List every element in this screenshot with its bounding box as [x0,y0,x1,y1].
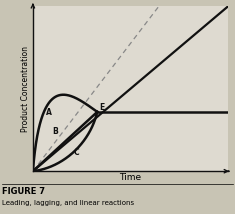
Y-axis label: Product Concentration: Product Concentration [21,46,30,132]
Text: C: C [74,148,79,157]
Text: A: A [46,108,51,117]
Text: B: B [52,127,58,136]
Text: Leading, lagging, and linear reactions: Leading, lagging, and linear reactions [2,201,134,207]
X-axis label: Time: Time [119,172,141,182]
Text: E: E [99,103,105,112]
Text: FIGURE 7: FIGURE 7 [2,187,45,196]
